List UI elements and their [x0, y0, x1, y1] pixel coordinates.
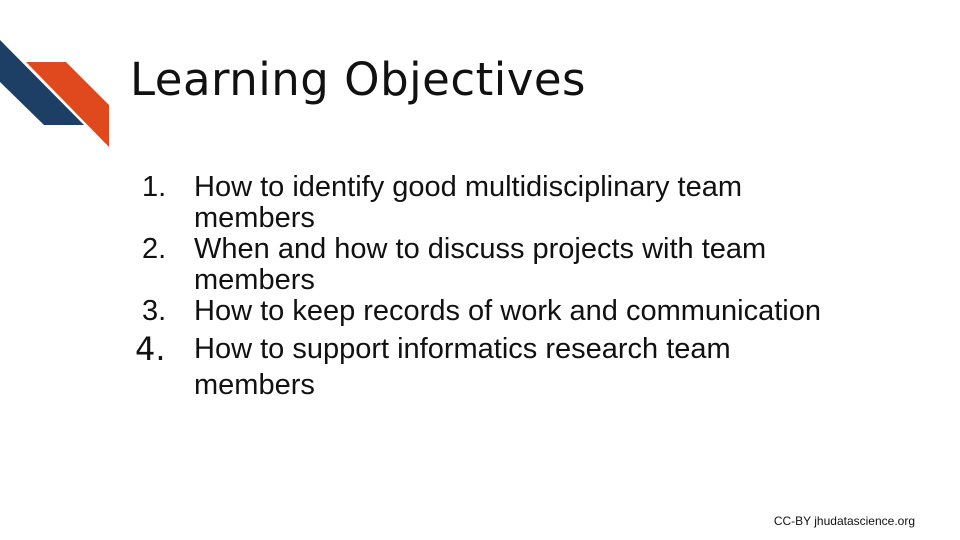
objective-item: 1. How to identify good multidisciplinar…: [130, 172, 850, 234]
objective-item: 2. When and how to discuss projects with…: [130, 234, 850, 296]
objective-text: How to support informatics research team…: [194, 333, 731, 401]
objectives-list: 1. How to identify good multidisciplinar…: [130, 172, 850, 403]
logo-orange-stripe: [26, 62, 109, 147]
objective-text: How to keep records of work and communic…: [194, 295, 822, 327]
objective-number: 4.: [135, 330, 166, 368]
license-credit: CC-BY jhudatascience.org: [773, 514, 915, 528]
chevron-stripes-logo: [0, 40, 109, 147]
objective-number: 3.: [142, 295, 167, 327]
objective-text: When and how to discuss projects with te…: [194, 233, 767, 296]
logo-navy-stripe: [0, 40, 84, 125]
objective-item: 3. How to keep records of work and commu…: [130, 296, 850, 327]
objective-number: 2.: [142, 233, 167, 265]
objective-text: How to identify good multidisciplinary t…: [194, 171, 743, 234]
objective-item: 4. How to support informatics research t…: [130, 331, 850, 403]
slide-title: Learning Objectives: [130, 53, 586, 106]
objective-number: 1.: [142, 171, 167, 203]
